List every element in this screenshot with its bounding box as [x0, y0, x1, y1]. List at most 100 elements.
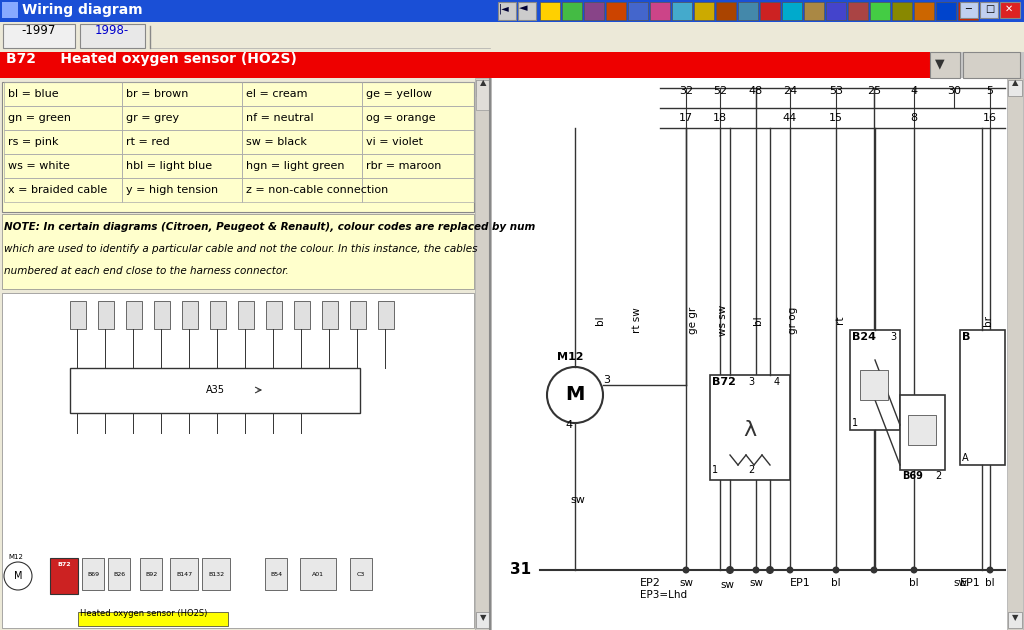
- Bar: [0, 78, 1024, 630]
- Text: bl: bl: [753, 315, 763, 325]
- Text: ws = white: ws = white: [8, 161, 70, 171]
- Text: z = non-cable connection: z = non-cable connection: [246, 185, 388, 195]
- Bar: [122, 178, 242, 202]
- Text: M: M: [13, 571, 23, 581]
- Text: 2: 2: [748, 465, 755, 475]
- Bar: [210, 301, 226, 329]
- Bar: [362, 82, 474, 106]
- Text: bl = blue: bl = blue: [8, 89, 58, 99]
- Circle shape: [4, 562, 32, 590]
- Bar: [265, 558, 287, 590]
- Bar: [710, 375, 790, 480]
- Bar: [362, 154, 474, 178]
- Bar: [0, 22, 1024, 52]
- Text: 17: 17: [679, 113, 693, 123]
- Bar: [266, 301, 282, 329]
- Bar: [4, 130, 122, 154]
- Bar: [78, 612, 228, 626]
- Text: hbl = light blue: hbl = light blue: [126, 161, 212, 171]
- Bar: [860, 370, 888, 400]
- Bar: [154, 301, 170, 329]
- Text: bl: bl: [909, 578, 919, 588]
- Bar: [490, 78, 1024, 630]
- Text: A35: A35: [206, 385, 224, 395]
- Text: ge gr: ge gr: [688, 306, 698, 334]
- Text: 4: 4: [565, 420, 572, 430]
- Text: 16: 16: [983, 113, 997, 123]
- Text: λ: λ: [743, 420, 757, 440]
- Bar: [0, 0, 1024, 22]
- Bar: [350, 301, 366, 329]
- Bar: [2, 2, 18, 18]
- Text: B72     Heated oxygen sensor (HO2S): B72 Heated oxygen sensor (HO2S): [6, 52, 297, 66]
- Text: sw: sw: [720, 580, 734, 590]
- Text: B132: B132: [208, 571, 224, 576]
- Bar: [540, 2, 560, 20]
- Bar: [518, 2, 536, 20]
- Text: 4: 4: [774, 377, 780, 387]
- Text: 1: 1: [712, 465, 718, 475]
- Text: ─: ─: [965, 4, 971, 14]
- Text: sw = black: sw = black: [246, 137, 307, 147]
- Bar: [202, 558, 230, 590]
- Bar: [476, 80, 490, 96]
- Text: 1: 1: [852, 418, 858, 428]
- Bar: [82, 558, 104, 590]
- Bar: [70, 301, 86, 329]
- Text: og = orange: og = orange: [366, 113, 435, 123]
- Bar: [963, 52, 1020, 78]
- Text: 31: 31: [510, 563, 531, 578]
- Bar: [738, 2, 758, 20]
- Text: sw: sw: [749, 578, 763, 588]
- Text: ✕: ✕: [1005, 4, 1013, 14]
- Bar: [1008, 80, 1022, 96]
- Bar: [122, 130, 242, 154]
- Text: 32: 32: [679, 86, 693, 96]
- Text: B26: B26: [113, 571, 125, 576]
- Circle shape: [547, 367, 603, 423]
- Bar: [4, 178, 122, 202]
- Text: Heated oxygen sensor (HO2S): Heated oxygen sensor (HO2S): [80, 609, 208, 619]
- Bar: [914, 2, 934, 20]
- Circle shape: [986, 566, 993, 573]
- Bar: [2, 293, 474, 628]
- Text: 3: 3: [890, 332, 896, 342]
- Bar: [760, 2, 780, 20]
- Text: 52: 52: [713, 86, 727, 96]
- Text: 8: 8: [910, 113, 918, 123]
- Bar: [1000, 2, 1020, 18]
- Text: 53: 53: [829, 86, 843, 96]
- Bar: [930, 52, 961, 78]
- Text: -1997: -1997: [22, 23, 56, 37]
- Bar: [848, 2, 868, 20]
- Text: sw: sw: [570, 495, 585, 505]
- Circle shape: [726, 566, 734, 574]
- Bar: [108, 558, 130, 590]
- Bar: [2, 82, 474, 212]
- Text: numbered at each end close to the harness connector.: numbered at each end close to the harnes…: [4, 266, 289, 276]
- Text: 15: 15: [829, 113, 843, 123]
- Text: 1998-: 1998-: [95, 23, 129, 37]
- Bar: [242, 154, 362, 178]
- Text: 4: 4: [910, 86, 918, 96]
- Text: br = brown: br = brown: [126, 89, 188, 99]
- Bar: [242, 106, 362, 130]
- Bar: [672, 2, 692, 20]
- Bar: [694, 2, 714, 20]
- Text: sw: sw: [679, 578, 693, 588]
- Text: ge = yellow: ge = yellow: [366, 89, 432, 99]
- Text: ▲: ▲: [1012, 79, 1018, 88]
- Text: 30: 30: [947, 86, 961, 96]
- Text: y = high tension: y = high tension: [126, 185, 218, 195]
- Text: el = cream: el = cream: [246, 89, 307, 99]
- Text: B72: B72: [57, 562, 71, 567]
- Text: EP3=Lhd: EP3=Lhd: [640, 590, 687, 600]
- Bar: [362, 106, 474, 130]
- Text: rt: rt: [835, 316, 845, 324]
- Bar: [98, 301, 114, 329]
- Text: M12: M12: [8, 554, 23, 560]
- Bar: [122, 154, 242, 178]
- Bar: [122, 106, 242, 130]
- Text: bl: bl: [831, 578, 841, 588]
- Text: gr = grey: gr = grey: [126, 113, 179, 123]
